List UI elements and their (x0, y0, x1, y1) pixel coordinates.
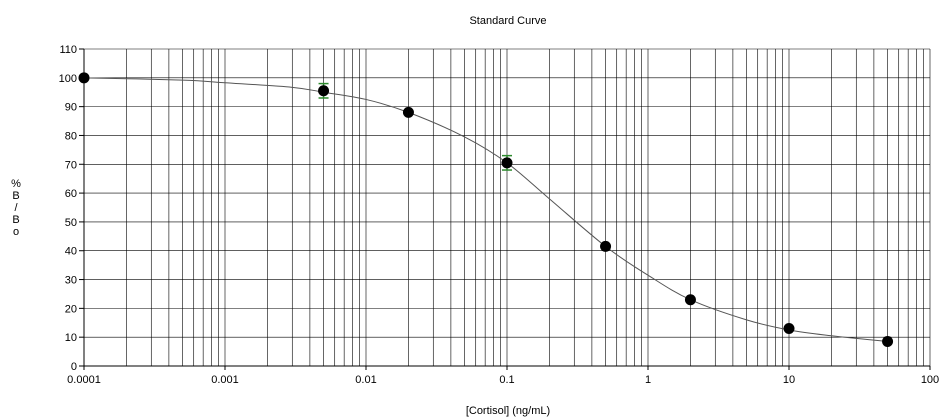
y-axis-label-char: % (11, 178, 21, 190)
y-tick-label: 10 (65, 332, 77, 344)
y-tick-label: 90 (65, 102, 77, 114)
axes (79, 48, 931, 370)
y-tick-label: 20 (65, 303, 77, 315)
y-tick-label: 80 (65, 130, 77, 142)
x-tick-label: 0.0001 (67, 374, 101, 386)
x-tick-label: 0.01 (355, 374, 376, 386)
y-axis-label-char: B (12, 190, 19, 202)
data-points (78, 72, 894, 348)
data-point (783, 323, 795, 335)
x-tick-label: 0.1 (499, 374, 514, 386)
data-point (501, 157, 513, 169)
y-tick-label: 40 (65, 246, 77, 258)
x-tick-label: 0.001 (211, 374, 239, 386)
data-point (882, 336, 894, 348)
y-tick-label: 100 (59, 73, 77, 85)
y-tick-label: 60 (65, 188, 77, 200)
y-tick-label: 30 (65, 275, 77, 287)
x-tick-label: 10 (783, 374, 795, 386)
grid-lines (83, 48, 931, 367)
x-tick-label: 1 (645, 374, 651, 386)
y-tick-label: 50 (65, 217, 77, 229)
y-axis-label-char: / (14, 202, 18, 214)
x-tick-labels: 0.0001 0.001 0.01 0.1 1 10 100 (67, 374, 939, 386)
y-tick-label: 70 (65, 159, 77, 171)
y-tick-label: 110 (59, 44, 77, 56)
y-axis-label: %B/Bo (11, 178, 21, 238)
x-axis-label: [Cortisol] (ng/mL) (466, 405, 550, 417)
data-point (600, 240, 612, 252)
data-point (318, 85, 330, 97)
data-point (684, 294, 696, 306)
chart-title: Standard Curve (469, 15, 546, 27)
y-axis-label-char: o (13, 226, 19, 238)
y-tick-labels: 0 10 20 30 40 50 60 70 80 90 100 110 (59, 44, 77, 373)
x-tick-label: 100 (921, 374, 939, 386)
data-point (78, 72, 90, 84)
y-tick-label: 0 (71, 361, 77, 373)
data-point (402, 106, 414, 118)
y-axis-label-char: B (12, 214, 19, 226)
